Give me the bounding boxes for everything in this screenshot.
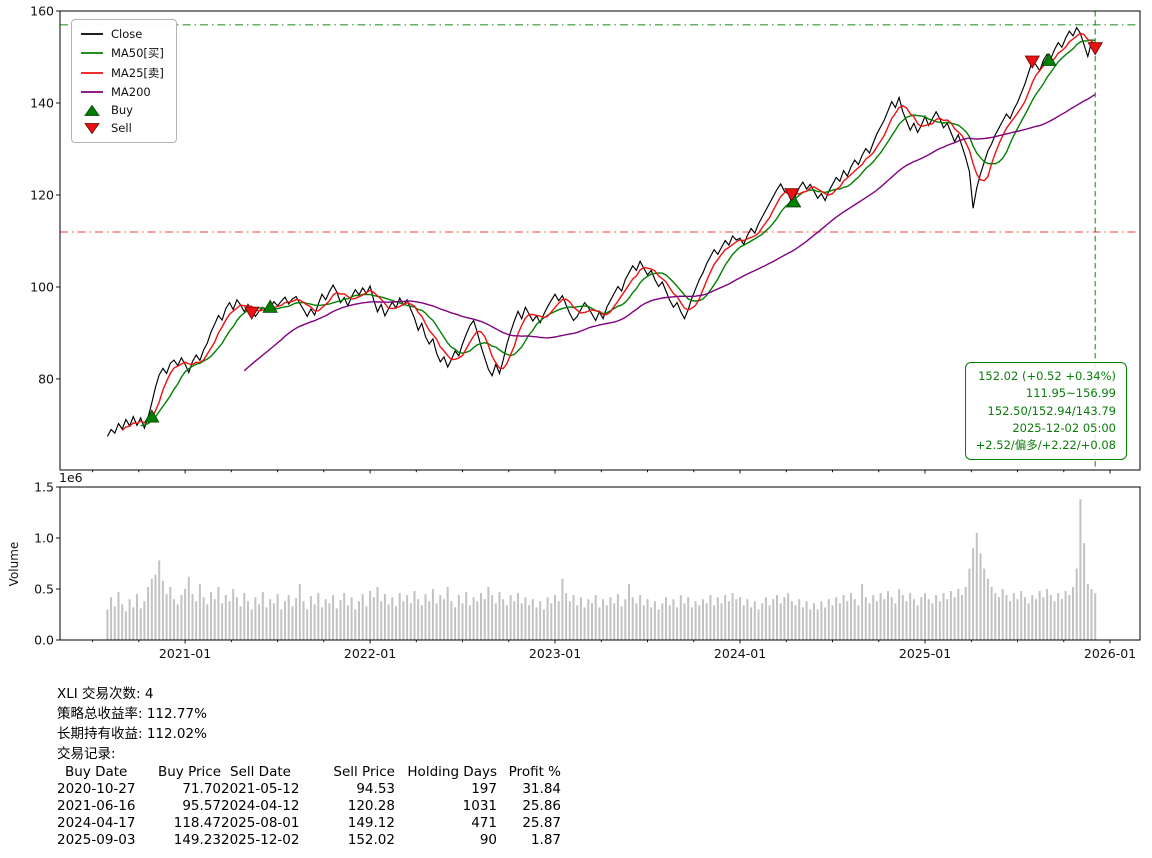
buy-marker	[786, 194, 802, 208]
trade-table-cell: 1.87	[530, 832, 561, 848]
trade-table-header: Buy Date Buy Price Sell Date Sell Price Hold…	[57, 764, 561, 781]
sell-triangle-icon	[84, 122, 100, 134]
trade-table: Buy Date Buy Price Sell Date Sell Price Hold…	[57, 764, 561, 849]
trade-table-row: 2024-04-17 118.47 2025-08-01 149.12 471 25.87	[57, 815, 561, 832]
annotation-line: 2025-12-02 05:00	[1012, 420, 1116, 435]
legend-label: MA50[买]	[111, 46, 164, 60]
trade-table-header-cell: Sell Price	[333, 764, 395, 780]
legend-line-swatch	[81, 72, 103, 74]
trade-table-cell: 2024-04-12	[221, 798, 300, 814]
sell-marker	[244, 306, 260, 320]
legend-line-swatch	[81, 33, 103, 35]
legend-item: MA50[买]	[80, 45, 164, 61]
trade-table-row: 2021-06-16 95.57 2024-04-12 120.28 1031 25.86	[57, 798, 561, 815]
legend-label: MA25[卖]	[111, 66, 164, 80]
annotation-line: 152.50/152.94/143.79	[987, 403, 1116, 418]
trade-table-cell: 31.84	[522, 781, 561, 797]
buy-marker	[144, 409, 160, 423]
annotation-line: 111.95~156.99	[1025, 386, 1116, 401]
trade-table-cell: 471	[471, 815, 497, 831]
trade-table-row: 2020-10-27 71.70 2021-05-12 94.53 197 31.84	[57, 781, 561, 798]
legend-item: MA25[卖]	[80, 65, 164, 81]
trade-table-cell: 2025-12-02	[221, 832, 300, 848]
legend-label: MA200	[111, 85, 151, 99]
trade-table-header-cell: Buy Price	[157, 764, 221, 780]
trade-table-row: 2025-09-03 149.23 2025-12-02 152.02 90 1.87	[57, 832, 561, 849]
trade-table-header-cell: Holding Days	[407, 764, 497, 780]
trade-table-cell: 2021-06-16	[57, 798, 136, 814]
trade-table-cell: 71.70	[182, 781, 221, 797]
buy-triangle-icon	[84, 104, 100, 116]
legend-item: MA200	[80, 85, 164, 99]
ma25-line	[121, 32, 1096, 431]
trade-table-header-cell: Sell Date	[230, 764, 291, 780]
volume-panel-frame	[59, 486, 1141, 641]
hold-return-line: 长期持有收益: 112.02%	[57, 726, 207, 742]
volume-bars	[106, 499, 1097, 640]
trade-table-cell: 149.12	[347, 815, 395, 831]
stats-block: XLI 交易次数: 4 策略总收益率: 112.77% 长期持有收益: 112.…	[57, 684, 561, 849]
trade-table-cell: 118.47	[173, 815, 221, 831]
trade-count-line: XLI 交易次数: 4	[57, 686, 154, 702]
trade-table-cell: 95.57	[182, 798, 221, 814]
trade-table-cell: 2025-08-01	[221, 815, 300, 831]
legend-label: Sell	[111, 121, 132, 135]
trade-table-header-cell: Profit %	[508, 764, 561, 780]
trade-table-cell: 94.53	[356, 781, 395, 797]
legend-item: Buy	[80, 103, 164, 117]
trade-table-header-cell: Buy Date	[65, 764, 128, 780]
sell-marker	[1087, 42, 1103, 56]
annotation-line: +2.52/偏多/+2.22/+0.08	[975, 438, 1116, 452]
trade-table-cell: 2021-05-12	[221, 781, 300, 797]
trade-table-cell: 152.02	[347, 832, 395, 848]
buy-marker	[1041, 52, 1057, 66]
price-panel-frame	[59, 10, 1141, 471]
legend-label: Close	[111, 27, 143, 41]
trade-table-cell: 90	[479, 832, 497, 848]
legend-item: Sell	[80, 121, 164, 135]
legend-label: Buy	[111, 103, 133, 117]
trade-table-cell: 149.23	[173, 832, 221, 848]
chart-legend: Close MA50[买] MA25[卖] MA200 Buy Sell	[71, 19, 177, 143]
trade-table-cell: 2024-04-17	[57, 815, 136, 831]
strategy-return-line: 策略总收益率: 112.77%	[57, 706, 207, 722]
trade-table-cell: 25.87	[522, 815, 561, 831]
legend-line-swatch	[81, 52, 103, 54]
trade-table-cell: 2020-10-27	[57, 781, 136, 797]
trade-table-cell: 120.28	[347, 798, 395, 814]
annotation-line: 152.02 (+0.52 +0.34%)	[978, 369, 1116, 383]
legend-item: Close	[80, 27, 164, 41]
trade-table-cell: 197	[471, 781, 497, 797]
sell-marker	[784, 188, 800, 202]
sell-marker	[1024, 55, 1040, 69]
ma200-line	[243, 93, 1096, 372]
quote-annotation-box: 152.02 (+0.52 +0.34%) 111.95~156.99 152.50…	[964, 362, 1127, 461]
trade-records-label: 交易记录:	[57, 746, 116, 762]
ma50-line	[140, 39, 1096, 427]
trade-table-cell: 1031	[462, 798, 497, 814]
trade-table-cell: 25.86	[522, 798, 561, 814]
trade-table-cell: 2025-09-03	[57, 832, 136, 848]
legend-line-swatch	[81, 91, 103, 93]
buy-marker	[262, 299, 278, 313]
